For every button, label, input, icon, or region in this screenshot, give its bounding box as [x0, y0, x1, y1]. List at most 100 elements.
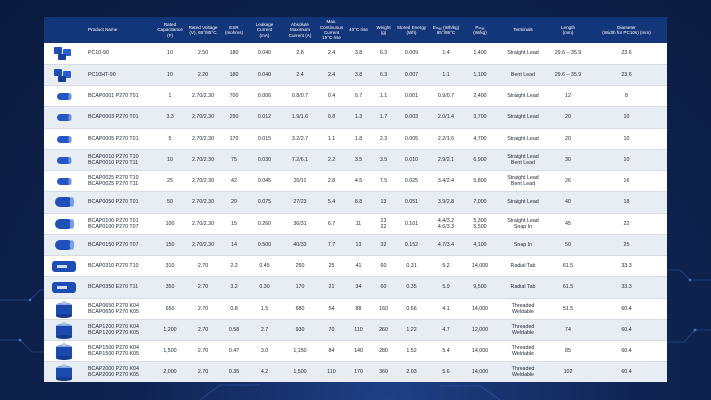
product-name: BCAP0025 P270 T10 [88, 175, 139, 182]
terminals-value: Snap In [513, 241, 533, 248]
capacitance-value: 1 [168, 93, 172, 100]
current-40c-value: 41 [355, 263, 362, 270]
current-15c-value-cell: 1.1 [318, 128, 345, 150]
voltage-value: 2.70/2.30 [191, 220, 215, 227]
product-name: BCAP1200 P270 K05 [88, 329, 139, 336]
current-40c-value-cell: 0.7 [345, 85, 372, 108]
pmax-value-cell: 3,700 [464, 106, 496, 129]
column-header [44, 17, 84, 43]
length-value: 20 [565, 135, 571, 142]
length-value-cell: 85 [550, 340, 586, 363]
energy-value-cell: 0.025 [395, 170, 428, 193]
column-header: Diameter (Width for PC10s) (mm) [586, 17, 667, 43]
current-15c-value-cell: 25 [318, 255, 345, 278]
voltage-value: 2.70/2.30 [191, 156, 215, 163]
weight-value: 6.3 [379, 50, 388, 57]
pmax-value: 2,400 [473, 93, 487, 100]
capacitance-value: 10 [167, 156, 173, 163]
voltage-value-cell: 2.70/2.30 [185, 234, 221, 257]
current-15c-value-cell: 2.2 [318, 149, 345, 172]
absmax-current-value: 680 [295, 305, 305, 312]
length-value-cell: 61.5 [550, 276, 586, 299]
esr-value: 75 [231, 156, 237, 163]
column-header: Stored Energy (Wh) [395, 17, 428, 43]
current-15c-value: 2.4 [327, 71, 336, 78]
terminals-value: Bent Lead [510, 181, 536, 188]
diameter-value-cell: 33.3 [586, 255, 667, 278]
energy-value: 0.35 [406, 284, 417, 291]
weight-value-cell: 60 [372, 255, 395, 278]
absmax-current-value: 36/31 [293, 220, 307, 227]
column-header-unit: (mohms) [224, 30, 244, 35]
column-header-unit: (V), 65°/85°C [189, 30, 217, 35]
energy-value-cell: 0.001 [395, 85, 428, 108]
column-header-label: Length [560, 24, 576, 30]
diameter-value-cell: 60.4 [586, 361, 667, 382]
weight-value-cell: 7.5 [372, 170, 395, 193]
radial-cell-icon [52, 282, 76, 294]
leakage-value-cell: 4.2 [247, 361, 282, 382]
emax-value-cell: 1.1 [428, 64, 464, 87]
leakage-value-cell: 0.012 [247, 106, 282, 129]
length-value: 26 [565, 178, 571, 185]
diameter-value-cell: 60.4 [586, 298, 667, 320]
column-header-label: Pₘₐₓ [475, 24, 485, 30]
current-40c-value-cell: 34 [345, 276, 372, 299]
table-row: BCAP1200 P270 K04 BCAP1200 P270 K05 1,200 2… [44, 319, 667, 342]
current-15c-value-cell: 2.4 [318, 43, 345, 65]
diameter-value-cell: 10 [586, 128, 667, 150]
terminals-value-cell: Snap In [496, 234, 550, 257]
leakage-value-cell: 3.0 [247, 340, 282, 363]
current-40c-value-cell: 88 [345, 298, 372, 320]
current-40c-value-cell: 1.8 [345, 128, 372, 150]
table-row: BCAP0025 P270 T10 BCAP0025 P270 T11 25 2.70… [44, 170, 667, 193]
terminals-value-cell: Bent Lead [496, 64, 550, 87]
capacitance-value-cell: 310 [155, 255, 185, 278]
weight-value-cell: 280 [372, 340, 395, 363]
terminals-value-cell: Straight Lead [496, 85, 550, 108]
leakage-value: 0.260 [257, 220, 272, 227]
terminals-value: Straight Lead [507, 153, 539, 160]
emax-value: 5.6 [442, 369, 450, 376]
product-name-cell: PC10HT-90 [84, 64, 155, 87]
pmax-value: 5,800 [473, 178, 487, 185]
esr-value-cell: 170 [221, 128, 247, 150]
energy-value-cell: 0.007 [395, 64, 428, 87]
capacitance-value-cell: 2,000 [155, 361, 185, 382]
capacitance-value-cell: 10 [155, 43, 185, 65]
diameter-value: 23.6 [621, 50, 632, 57]
leakage-value: 0.040 [257, 50, 272, 57]
capacitance-value-cell: 10 [155, 149, 185, 172]
product-name: BCAP0650 P270 K04 [88, 302, 139, 309]
voltage-value-cell: 2.70/2.30 [185, 128, 221, 150]
leakage-value: 3.0 [260, 348, 269, 355]
esr-value: 290 [229, 114, 239, 121]
pmax-value: 14,000 [471, 305, 489, 312]
pmax-value: 5,500 [473, 223, 487, 230]
column-header: Terminals [496, 17, 550, 43]
emax-value-cell: 4.7/3.4 [428, 234, 464, 257]
energy-value-cell: 0.152 [395, 234, 428, 257]
product-name: BCAP0001 P270 T01 [88, 93, 139, 100]
current-40c-value: 140 [354, 348, 363, 355]
pmax-value: 14,000 [471, 263, 489, 270]
current-15c-value-cell: 2.4 [318, 64, 345, 87]
pmax-value-cell: 7,000 [464, 191, 496, 214]
capacitance-value-cell: 1,200 [155, 319, 185, 342]
small-cell-icon [57, 135, 72, 143]
leakage-value-cell: 0.040 [247, 64, 282, 87]
product-name-cell: BCAP0025 P270 T10 BCAP0025 P270 T11 [84, 170, 155, 193]
voltage-value: 2.70 [197, 284, 209, 291]
voltage-value: 2.70/2.30 [191, 114, 215, 121]
esr-value: 0.47 [228, 348, 240, 355]
absmax-current-value-cell: 36/31 [282, 213, 318, 235]
terminals-value-cell: Threaded Weldable [496, 319, 550, 342]
emax-value-cell: 5.6 [428, 361, 464, 382]
weight-value: 1.1 [379, 93, 388, 100]
table-row: BCAP0350 E270 T11 350 2.70 3.2 0.30 170 21 34 60… [44, 276, 667, 299]
weight-value: 280 [379, 348, 388, 355]
large-cell-icon [56, 343, 72, 361]
table-row: BCAP0003 P270 T01 3.3 2.70/2.30 290 0.012 1.9… [44, 106, 667, 129]
pmax-value: 4,700 [473, 135, 487, 142]
voltage-value: 2.70/2.30 [191, 241, 215, 248]
